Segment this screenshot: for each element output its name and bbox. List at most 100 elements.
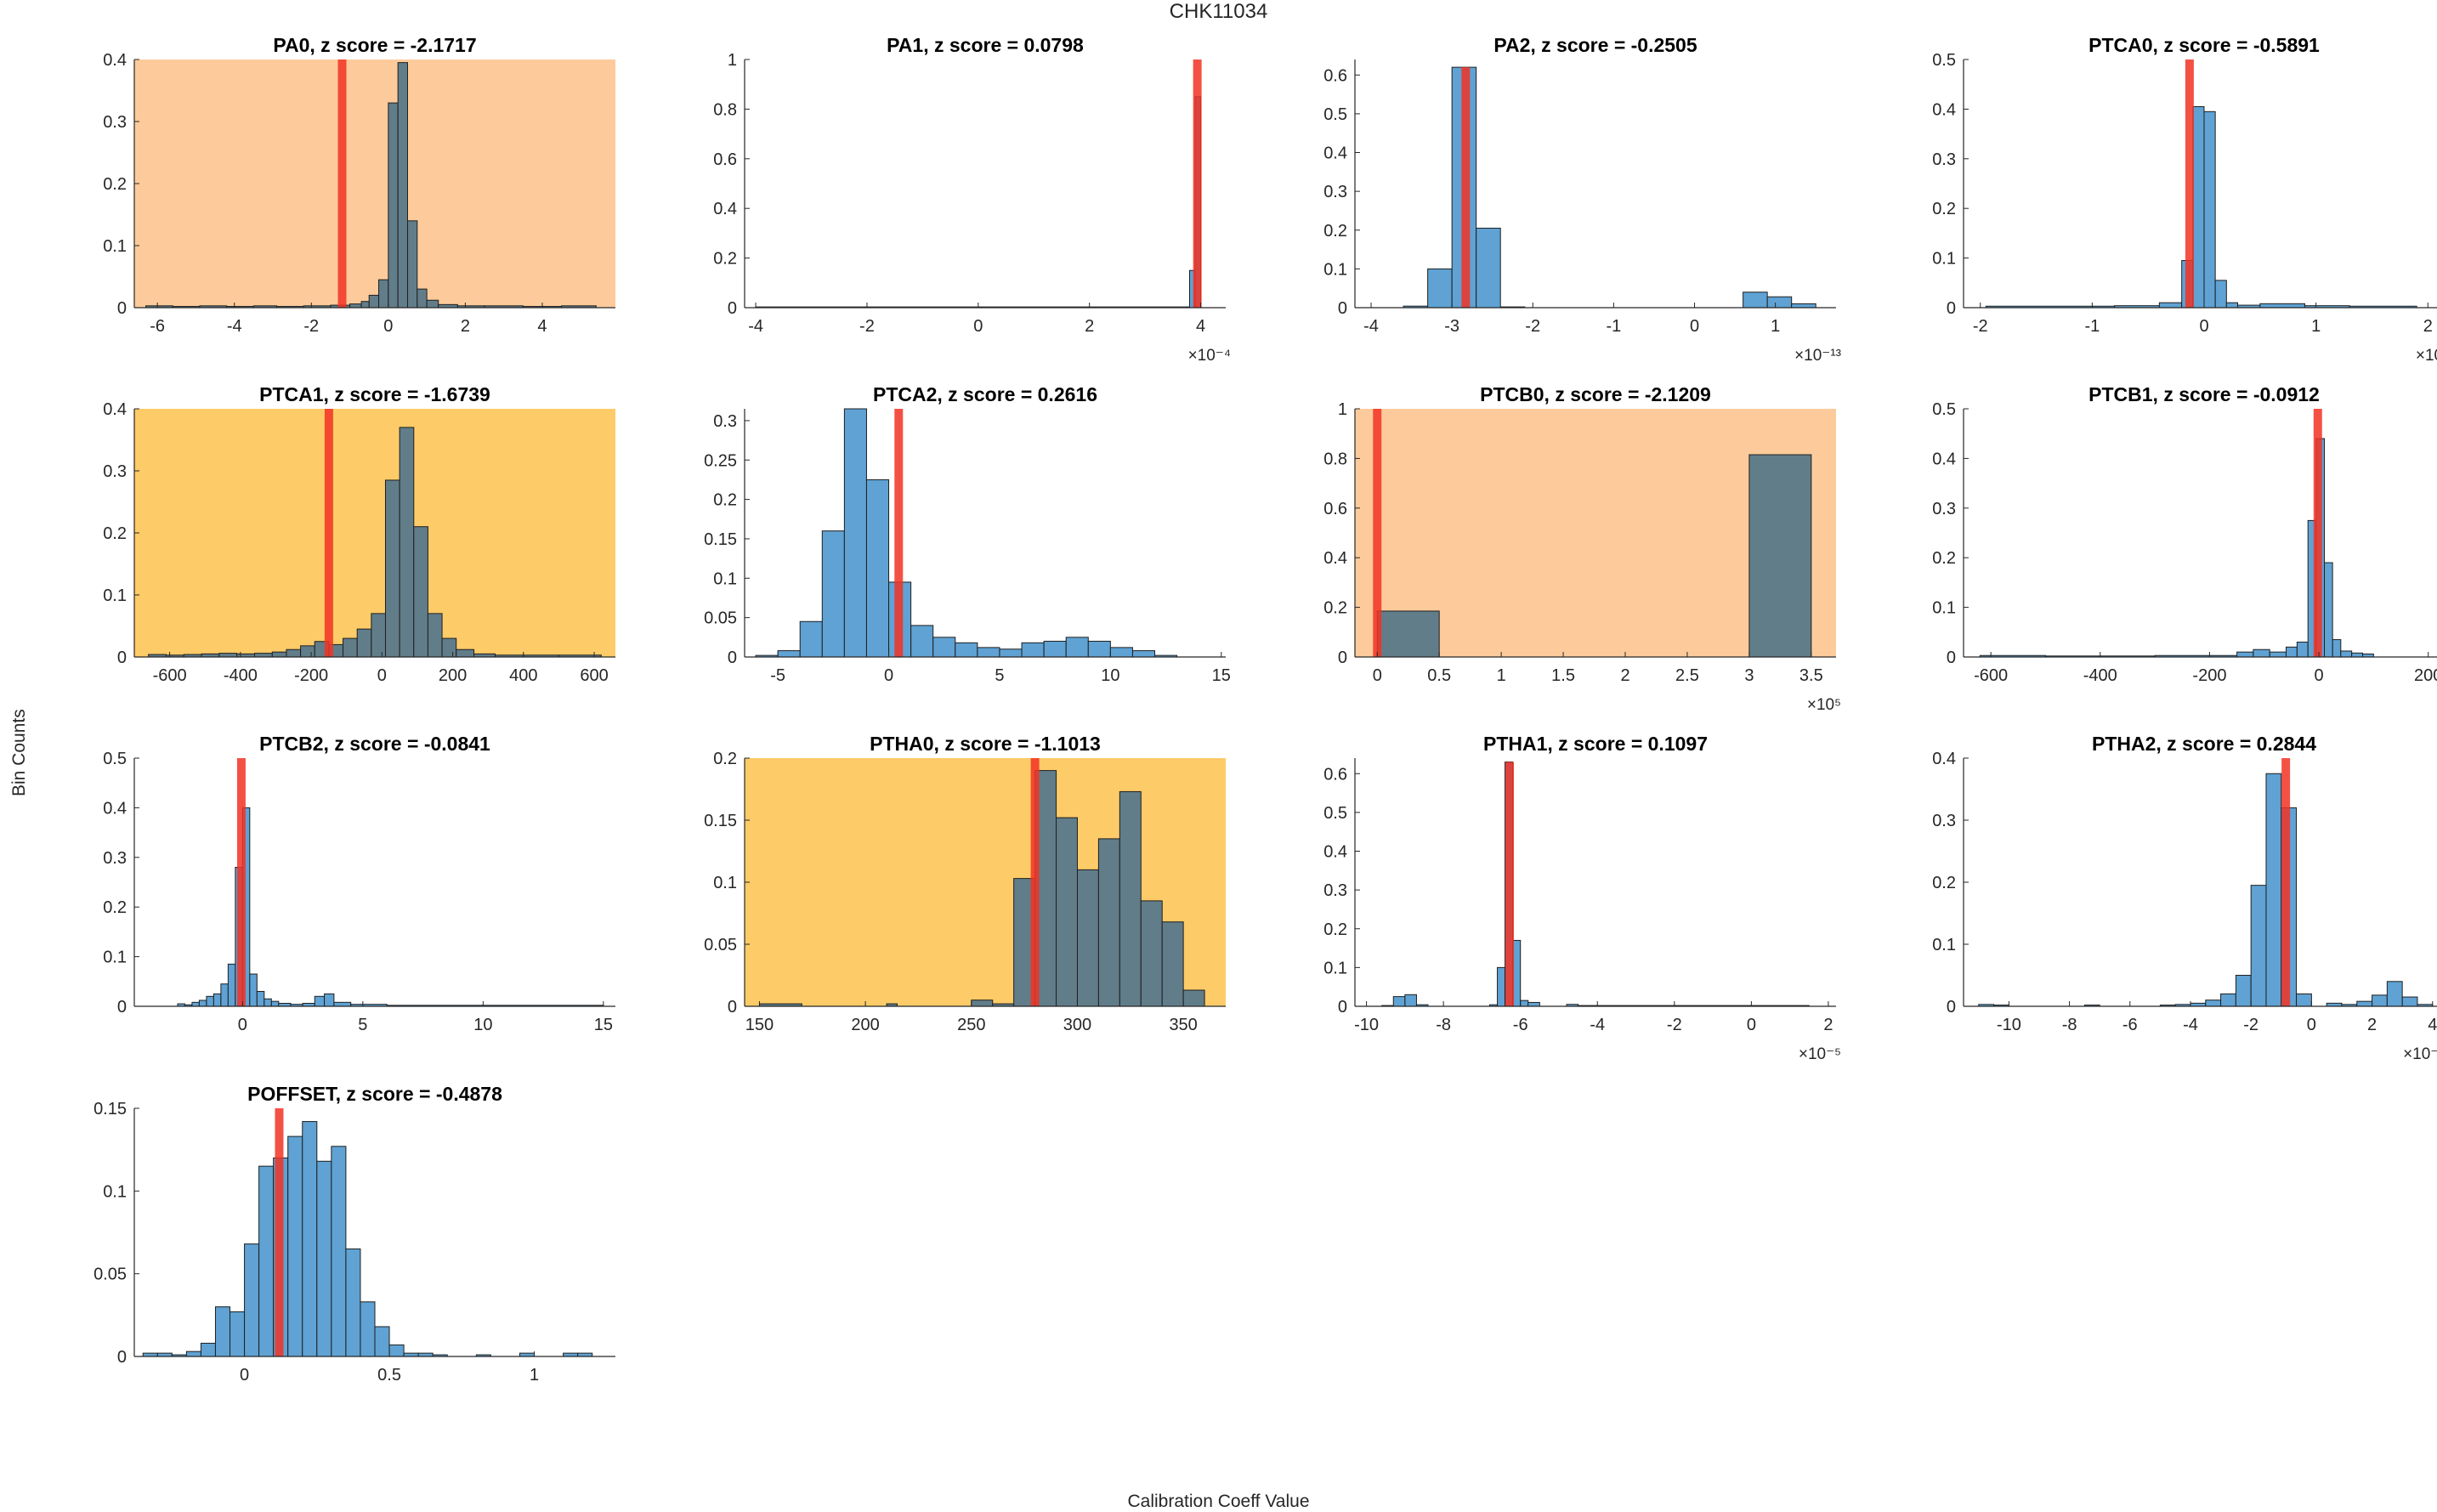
y-tick-label: 0.4 bbox=[1932, 750, 1956, 768]
y-tick-label: 0 bbox=[1947, 998, 1956, 1016]
score-marker bbox=[1461, 67, 1471, 308]
x-tick-label: 350 bbox=[1169, 1016, 1197, 1034]
histogram-bar bbox=[932, 637, 956, 658]
histogram-bar bbox=[865, 479, 890, 658]
y-tick-label: 0.3 bbox=[1932, 150, 1956, 169]
histogram-bar bbox=[2214, 280, 2227, 309]
subplot-background bbox=[134, 59, 615, 308]
y-tick-label: 0.4 bbox=[103, 51, 127, 70]
subplot: -5 0 5 10 15 0 0.05 0.1 0.15 0.2 0.25 0.3 PTCA2, z s… bbox=[704, 383, 1231, 685]
axis-exponent: ×10⁻¹³ bbox=[1794, 347, 1841, 365]
histogram-bar bbox=[331, 1146, 347, 1357]
y-tick-label: 0.05 bbox=[704, 609, 737, 628]
y-tick-label: 0 bbox=[1947, 648, 1956, 667]
x-tick-label: 0 bbox=[2199, 317, 2208, 336]
x-tick-label: 10 bbox=[1101, 666, 1119, 685]
subplot: 0 0.5 1 1.5 2 2.5 3 3.5 0 0.2 0.4 0.6 0.8 1 ×10⁵ PTCB0,… bbox=[1323, 383, 1841, 714]
y-tick-label: 0.5 bbox=[1932, 51, 1956, 70]
histogram-bar bbox=[388, 1344, 405, 1357]
x-tick-label: -4 bbox=[1590, 1016, 1605, 1034]
histogram-bar bbox=[2340, 650, 2353, 658]
subplot-title: PTCA0, z score = -0.5891 bbox=[2088, 34, 2320, 56]
y-tick-label: 0.5 bbox=[1323, 804, 1347, 823]
y-tick-label: 0.2 bbox=[1932, 200, 1956, 218]
y-tick-label: 0.1 bbox=[103, 949, 127, 967]
histogram-bar bbox=[1376, 610, 1440, 658]
y-tick-label: 0.15 bbox=[704, 530, 737, 549]
y-tick-label: 0.2 bbox=[1932, 549, 1956, 568]
subplot-title: POFFSET, z score = -0.4878 bbox=[247, 1083, 502, 1105]
histogram-bar bbox=[1097, 838, 1120, 1007]
histogram-bar bbox=[2356, 1000, 2373, 1007]
y-tick-label: 0 bbox=[1338, 998, 1347, 1016]
y-tick-label: 0 bbox=[1338, 299, 1347, 318]
histogram-bar bbox=[2324, 562, 2333, 658]
x-tick-label: -2 bbox=[1973, 317, 1988, 336]
x-tick-label: 1.5 bbox=[1551, 666, 1575, 685]
histogram-bar bbox=[256, 990, 265, 1007]
histogram-bar bbox=[384, 479, 400, 658]
x-tick-label: -400 bbox=[224, 666, 258, 685]
y-tick-label: 0.3 bbox=[1932, 812, 1956, 830]
histogram-bar bbox=[324, 993, 335, 1007]
subplot: 0 0.5 1 0 0.05 0.1 0.15 POFFSET, z score = -0.4… bbox=[94, 1083, 615, 1385]
subplot: -4 -2 0 2 4 0 0.2 0.4 0.6 0.8 1 ×10⁻⁴ PA1, z score =… bbox=[713, 34, 1231, 365]
y-tick-label: 0.1 bbox=[1932, 250, 1956, 269]
histogram-bar bbox=[2332, 639, 2342, 658]
histogram-bar bbox=[360, 301, 370, 309]
y-tick-label: 0.4 bbox=[1323, 144, 1347, 163]
histogram-bar bbox=[955, 642, 978, 658]
y-tick-label: 0.1 bbox=[1932, 599, 1956, 618]
x-tick-label: -3 bbox=[1444, 317, 1459, 336]
score-marker bbox=[2281, 758, 2291, 1006]
histogram-bar bbox=[286, 648, 302, 658]
subplot: -600 -400 -200 0 200 400 600 0 0.1 0.2 0.3 0.4 PTCA1… bbox=[103, 383, 615, 685]
x-tick-label: 1 bbox=[2311, 317, 2321, 336]
x-tick-label: 0.5 bbox=[377, 1366, 401, 1385]
x-tick-label: -2 bbox=[2243, 1016, 2258, 1034]
histogram-bar bbox=[2351, 652, 2364, 658]
y-tick-label: 0.1 bbox=[1323, 260, 1347, 279]
histogram-bar bbox=[213, 993, 222, 1007]
histogram-bar bbox=[971, 1000, 994, 1007]
x-tick-label: -8 bbox=[1436, 1016, 1451, 1034]
subplot-title: PTCA2, z score = 0.2616 bbox=[873, 383, 1097, 405]
subplot-title: PTHA0, z score = -1.1013 bbox=[870, 733, 1101, 755]
histogram-bar bbox=[2192, 105, 2205, 309]
histogram-bar bbox=[1182, 989, 1205, 1007]
histogram-bar bbox=[2225, 302, 2238, 309]
y-tick-label: 1 bbox=[728, 51, 737, 70]
x-tick-label: 2.5 bbox=[1675, 666, 1699, 685]
subplot-title: PA0, z score = -2.1717 bbox=[273, 34, 476, 56]
histogram-bar bbox=[456, 648, 475, 658]
histogram-bar bbox=[2236, 651, 2254, 658]
histogram-bar bbox=[1131, 650, 1156, 658]
histogram-bar bbox=[220, 983, 229, 1007]
histogram-bar bbox=[2372, 994, 2388, 1007]
x-tick-label: 2 bbox=[2367, 1016, 2377, 1034]
histogram-bar bbox=[302, 1121, 318, 1357]
y-tick-label: 0.5 bbox=[1323, 105, 1347, 124]
axis-exponent: ×10⁵ bbox=[1807, 696, 1841, 714]
histogram-bar bbox=[417, 288, 428, 309]
y-tick-label: 1 bbox=[1338, 400, 1347, 419]
axis-exponent: ×10⁻⁴ bbox=[1188, 347, 1231, 365]
y-tick-label: 0.5 bbox=[1932, 400, 1956, 419]
x-tick-label: -6 bbox=[2122, 1016, 2138, 1034]
histogram-bar bbox=[2220, 993, 2236, 1007]
histogram-bar bbox=[191, 1001, 200, 1007]
x-tick-label: 15 bbox=[1212, 666, 1231, 685]
y-tick-label: 0 bbox=[117, 1348, 127, 1367]
x-tick-label: 2 bbox=[1620, 666, 1629, 685]
figure-title: CHK11034 bbox=[1169, 0, 1268, 23]
histogram-bar bbox=[1065, 637, 1089, 658]
y-tick-label: 0.15 bbox=[704, 812, 737, 830]
histogram-bar bbox=[360, 1301, 376, 1357]
histogram-bar bbox=[2253, 648, 2270, 658]
y-tick-label: 0.1 bbox=[1323, 959, 1347, 977]
histogram-bar bbox=[2235, 975, 2252, 1007]
subplot-title: PA1, z score = 0.0798 bbox=[887, 34, 1084, 56]
histogram-bar bbox=[249, 973, 258, 1007]
x-tick-label: 0 bbox=[377, 666, 387, 685]
y-tick-label: 0.3 bbox=[713, 412, 737, 431]
